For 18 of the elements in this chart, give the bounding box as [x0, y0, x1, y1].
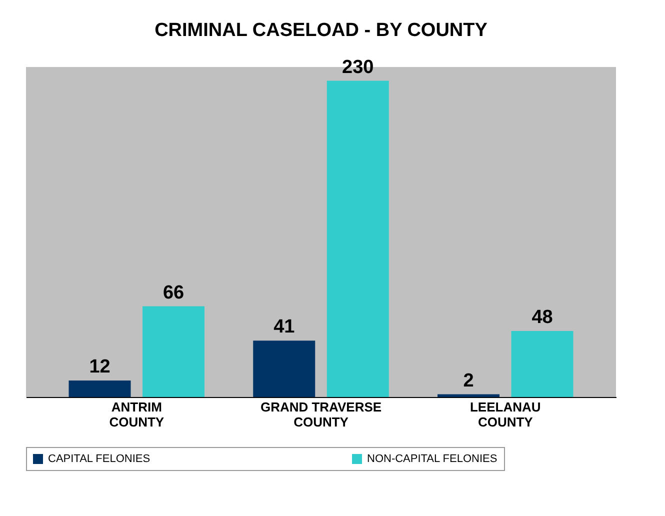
x-tick-label: GRAND TRAVERSE COUNTY: [260, 400, 382, 430]
bar: [68, 380, 131, 397]
legend-label: NON-CAPITAL FELONIES: [367, 453, 498, 465]
bar: [326, 80, 389, 397]
bar: [142, 306, 204, 397]
data-label: 41: [274, 316, 296, 338]
x-tick-label: LEELANAU COUNTY: [470, 400, 541, 430]
bar: [511, 331, 574, 397]
chart-title: CRIMINAL CASELOAD - BY COUNTY: [154, 20, 488, 41]
legend-label: CAPITAL FELONIES: [48, 453, 150, 465]
data-label: 230: [342, 56, 374, 78]
data-label: 12: [89, 356, 110, 378]
x-tick-label: ANTRIM COUNTY: [109, 400, 164, 430]
data-label: 48: [532, 307, 553, 328]
data-label: 2: [463, 370, 474, 392]
bar: [438, 394, 500, 397]
data-label: 66: [162, 282, 184, 304]
bar: [253, 340, 316, 397]
